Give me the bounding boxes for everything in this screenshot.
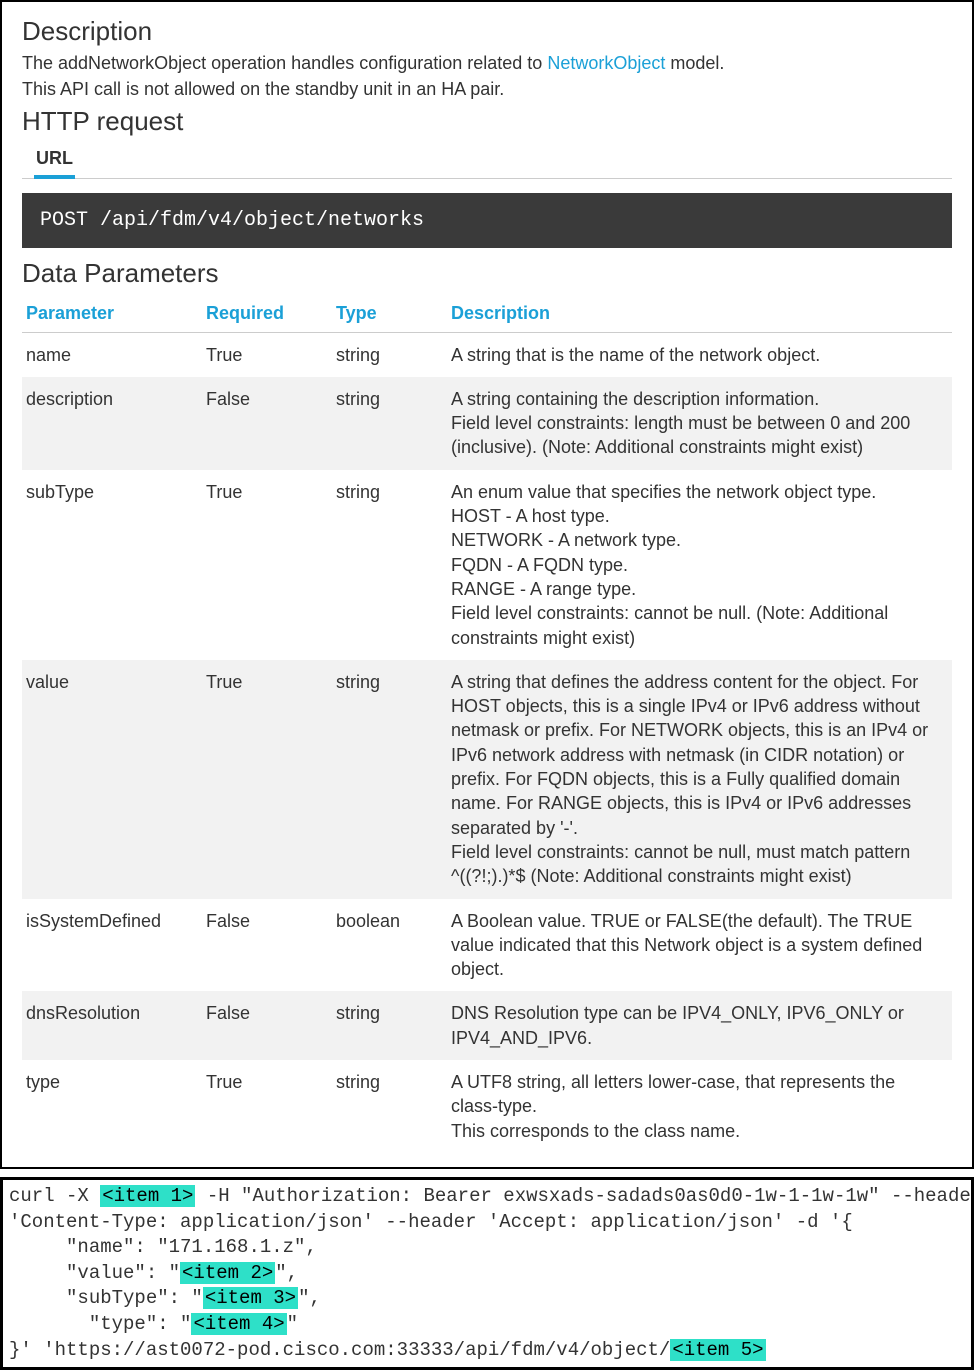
cell-parameter: type [22,1060,202,1153]
description-line-1: The addNetworkObject operation handles c… [22,51,952,75]
curl-placeholder-item-4: <item 4> [191,1313,286,1335]
curl-placeholder-item-5: <item 5> [670,1339,765,1361]
table-row: dnsResolutionFalsestringDNS Resolution t… [22,991,952,1060]
curl-text: "type": " [9,1313,191,1335]
curl-placeholder-item-3: <item 3> [203,1287,298,1309]
cell-parameter: isSystemDefined [22,899,202,992]
table-row: nameTruestringA string that is the name … [22,332,952,377]
cell-required: False [202,377,332,470]
col-required: Required [202,295,332,333]
curl-text: "subType": " [9,1287,203,1309]
cell-required: False [202,899,332,992]
curl-text: "value": " [9,1262,180,1284]
curl-text: ", [298,1287,321,1309]
curl-text: 'Content-Type: application/json' --heade… [9,1211,853,1233]
cell-parameter: subType [22,470,202,660]
curl-text: curl -X [9,1185,100,1207]
table-header-row: Parameter Required Type Description [22,295,952,333]
curl-placeholder-item-2: <item 2> [180,1262,275,1284]
table-row: subTypeTruestringAn enum value that spec… [22,470,952,660]
col-description: Description [447,295,952,333]
col-type: Type [332,295,447,333]
cell-parameter: dnsResolution [22,991,202,1060]
http-tabbar: URL [22,143,952,179]
api-doc-panel: Description The addNetworkObject operati… [0,0,974,1169]
cell-description: A UTF8 string, all letters lower-case, t… [447,1060,952,1153]
http-request-heading: HTTP request [22,106,952,137]
cell-type: string [332,377,447,470]
tab-url[interactable]: URL [34,144,75,179]
cell-type: string [332,660,447,899]
cell-required: False [202,991,332,1060]
curl-placeholder-item-1: <item 1> [100,1185,195,1207]
cell-required: True [202,470,332,660]
table-row: valueTruestringA string that defines the… [22,660,952,899]
cell-required: True [202,660,332,899]
cell-type: string [332,332,447,377]
parameters-table: Parameter Required Type Description name… [22,295,952,1153]
table-row: typeTruestringA UTF8 string, all letters… [22,1060,952,1153]
cell-description: An enum value that specifies the network… [447,470,952,660]
http-request-code: POST /api/fdm/v4/object/networks [22,193,952,248]
cell-parameter: description [22,377,202,470]
description-heading: Description [22,16,952,47]
table-row: isSystemDefinedFalsebooleanA Boolean val… [22,899,952,992]
cell-description: A string that defines the address conten… [447,660,952,899]
data-parameters-heading: Data Parameters [22,258,952,289]
networkobject-link[interactable]: NetworkObject [547,53,665,73]
cell-type: boolean [332,899,447,992]
cell-parameter: name [22,332,202,377]
cell-description: DNS Resolution type can be IPV4_ONLY, IP… [447,991,952,1060]
table-row: descriptionFalsestringA string containin… [22,377,952,470]
description-line-2: This API call is not allowed on the stan… [22,77,952,101]
curl-text: -H "Authorization: Bearer exwsxads-sadad… [195,1185,974,1207]
curl-text: }' 'https://ast0072-pod.cisco.com:33333/… [9,1339,670,1361]
cell-type: string [332,1060,447,1153]
description-text-pre: The addNetworkObject operation handles c… [22,53,547,73]
curl-text: ", [275,1262,298,1284]
cell-parameter: value [22,660,202,899]
cell-required: True [202,1060,332,1153]
cell-required: True [202,332,332,377]
col-parameter: Parameter [22,295,202,333]
cell-type: string [332,470,447,660]
cell-description: A Boolean value. TRUE or FALSE(the defau… [447,899,952,992]
description-text-post: model. [665,53,724,73]
cell-description: A string containing the description info… [447,377,952,470]
cell-description: A string that is the name of the network… [447,332,952,377]
curl-example-panel: curl -X <item 1> -H "Authorization: Bear… [0,1177,974,1370]
curl-text: " [287,1313,298,1335]
cell-type: string [332,991,447,1060]
curl-text: "name": "171.168.1.z", [9,1236,317,1258]
